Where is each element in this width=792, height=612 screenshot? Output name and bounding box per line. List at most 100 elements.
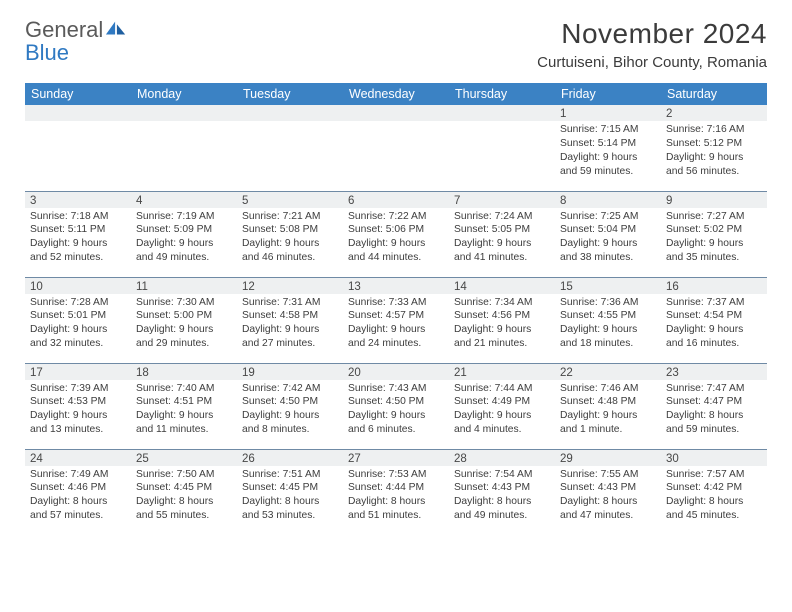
weekday-header: Saturday [661, 83, 767, 105]
detail-line: and 51 minutes. [348, 509, 444, 523]
detail-line: Sunrise: 7:22 AM [348, 210, 444, 224]
day-details [449, 121, 555, 181]
detail-line: Sunrise: 7:25 AM [560, 210, 656, 224]
detail-line: Sunset: 4:47 PM [666, 395, 762, 409]
calendar-cell: 11Sunrise: 7:30 AMSunset: 5:00 PMDayligh… [131, 277, 237, 363]
calendar-cell: 8Sunrise: 7:25 AMSunset: 5:04 PMDaylight… [555, 191, 661, 277]
detail-line: Sunset: 5:00 PM [136, 309, 232, 323]
day-number: 21 [449, 364, 555, 380]
detail-line: and 46 minutes. [242, 251, 338, 265]
day-details: Sunrise: 7:33 AMSunset: 4:57 PMDaylight:… [343, 294, 449, 356]
day-number [25, 105, 131, 121]
detail-line: Sunrise: 7:46 AM [560, 382, 656, 396]
day-number: 22 [555, 364, 661, 380]
detail-line: and 45 minutes. [666, 509, 762, 523]
detail-line: Sunrise: 7:43 AM [348, 382, 444, 396]
day-details: Sunrise: 7:46 AMSunset: 4:48 PMDaylight:… [555, 380, 661, 442]
calendar-cell: 3Sunrise: 7:18 AMSunset: 5:11 PMDaylight… [25, 191, 131, 277]
calendar-cell: 24Sunrise: 7:49 AMSunset: 4:46 PMDayligh… [25, 449, 131, 535]
calendar-week: 10Sunrise: 7:28 AMSunset: 5:01 PMDayligh… [25, 277, 767, 363]
detail-line: Daylight: 8 hours [666, 409, 762, 423]
day-details: Sunrise: 7:22 AMSunset: 5:06 PMDaylight:… [343, 208, 449, 270]
day-details: Sunrise: 7:44 AMSunset: 4:49 PMDaylight:… [449, 380, 555, 442]
detail-line: Sunrise: 7:31 AM [242, 296, 338, 310]
detail-line: and 49 minutes. [454, 509, 550, 523]
logo-word-1: General [25, 17, 103, 42]
calendar-cell: 18Sunrise: 7:40 AMSunset: 4:51 PMDayligh… [131, 363, 237, 449]
calendar-week: 24Sunrise: 7:49 AMSunset: 4:46 PMDayligh… [25, 449, 767, 535]
detail-line: Sunset: 4:50 PM [348, 395, 444, 409]
logo: General Blue [25, 18, 127, 64]
detail-line: and 24 minutes. [348, 337, 444, 351]
day-number: 1 [555, 105, 661, 121]
calendar-cell: 26Sunrise: 7:51 AMSunset: 4:45 PMDayligh… [237, 449, 343, 535]
calendar-cell: 4Sunrise: 7:19 AMSunset: 5:09 PMDaylight… [131, 191, 237, 277]
detail-line: Sunrise: 7:28 AM [30, 296, 126, 310]
detail-line: Daylight: 9 hours [242, 323, 338, 337]
detail-line: Sunrise: 7:51 AM [242, 468, 338, 482]
day-details: Sunrise: 7:49 AMSunset: 4:46 PMDaylight:… [25, 466, 131, 528]
detail-line: Sunrise: 7:33 AM [348, 296, 444, 310]
day-details: Sunrise: 7:21 AMSunset: 5:08 PMDaylight:… [237, 208, 343, 270]
logo-word-2: Blue [25, 40, 69, 65]
detail-line: Sunrise: 7:47 AM [666, 382, 762, 396]
detail-line: Daylight: 8 hours [242, 495, 338, 509]
day-details: Sunrise: 7:42 AMSunset: 4:50 PMDaylight:… [237, 380, 343, 442]
detail-line: and 55 minutes. [136, 509, 232, 523]
calendar-cell: 15Sunrise: 7:36 AMSunset: 4:55 PMDayligh… [555, 277, 661, 363]
detail-line: and 32 minutes. [30, 337, 126, 351]
day-number: 17 [25, 364, 131, 380]
calendar-cell [449, 105, 555, 191]
detail-line: Daylight: 9 hours [560, 409, 656, 423]
day-details [343, 121, 449, 181]
calendar-cell: 1Sunrise: 7:15 AMSunset: 5:14 PMDaylight… [555, 105, 661, 191]
detail-line: Sunrise: 7:39 AM [30, 382, 126, 396]
detail-line: Sunset: 4:45 PM [242, 481, 338, 495]
detail-line: and 52 minutes. [30, 251, 126, 265]
day-details: Sunrise: 7:27 AMSunset: 5:02 PMDaylight:… [661, 208, 767, 270]
calendar-cell: 19Sunrise: 7:42 AMSunset: 4:50 PMDayligh… [237, 363, 343, 449]
detail-line: Daylight: 9 hours [560, 323, 656, 337]
calendar-cell: 2Sunrise: 7:16 AMSunset: 5:12 PMDaylight… [661, 105, 767, 191]
day-number: 23 [661, 364, 767, 380]
day-details [131, 121, 237, 181]
detail-line: Sunset: 4:43 PM [560, 481, 656, 495]
detail-line: Sunset: 4:48 PM [560, 395, 656, 409]
detail-line: Sunset: 5:01 PM [30, 309, 126, 323]
calendar-cell [25, 105, 131, 191]
calendar-cell: 10 Sunrise: 7:28 AMSunset: 5:01 PMDayligh… [25, 277, 131, 363]
day-number [237, 105, 343, 121]
weekday-header: Sunday [25, 83, 131, 105]
detail-line: and 6 minutes. [348, 423, 444, 437]
detail-line: Sunset: 4:42 PM [666, 481, 762, 495]
detail-line: Sunset: 4:49 PM [454, 395, 550, 409]
day-details [237, 121, 343, 181]
day-number: 12 [237, 278, 343, 294]
detail-line: Daylight: 9 hours [666, 237, 762, 251]
day-number: 28 [449, 450, 555, 466]
calendar-cell: 14Sunrise: 7:34 AMSunset: 4:56 PMDayligh… [449, 277, 555, 363]
detail-line: Sunrise: 7:55 AM [560, 468, 656, 482]
detail-line: Daylight: 9 hours [560, 237, 656, 251]
day-number: 6 [343, 192, 449, 208]
detail-line: and 41 minutes. [454, 251, 550, 265]
day-number: 10 [25, 278, 131, 294]
detail-line: and 29 minutes. [136, 337, 232, 351]
detail-line: Sunset: 4:53 PM [30, 395, 126, 409]
detail-line: Sunset: 5:08 PM [242, 223, 338, 237]
detail-line: Sunrise: 7:37 AM [666, 296, 762, 310]
day-number: 13 [343, 278, 449, 294]
detail-line: Daylight: 8 hours [666, 495, 762, 509]
weekday-header: Wednesday [343, 83, 449, 105]
detail-line: Sunrise: 7:24 AM [454, 210, 550, 224]
day-number [343, 105, 449, 121]
day-details: Sunrise: 7:47 AMSunset: 4:47 PMDaylight:… [661, 380, 767, 442]
detail-line: Sunrise: 7:18 AM [30, 210, 126, 224]
detail-line: Daylight: 9 hours [348, 237, 444, 251]
logo-sail-icon [105, 20, 127, 38]
detail-line: and 16 minutes. [666, 337, 762, 351]
detail-line: Daylight: 9 hours [30, 323, 126, 337]
detail-line: Sunset: 4:58 PM [242, 309, 338, 323]
detail-line: and 38 minutes. [560, 251, 656, 265]
day-details: Sunrise: 7:18 AMSunset: 5:11 PMDaylight:… [25, 208, 131, 270]
